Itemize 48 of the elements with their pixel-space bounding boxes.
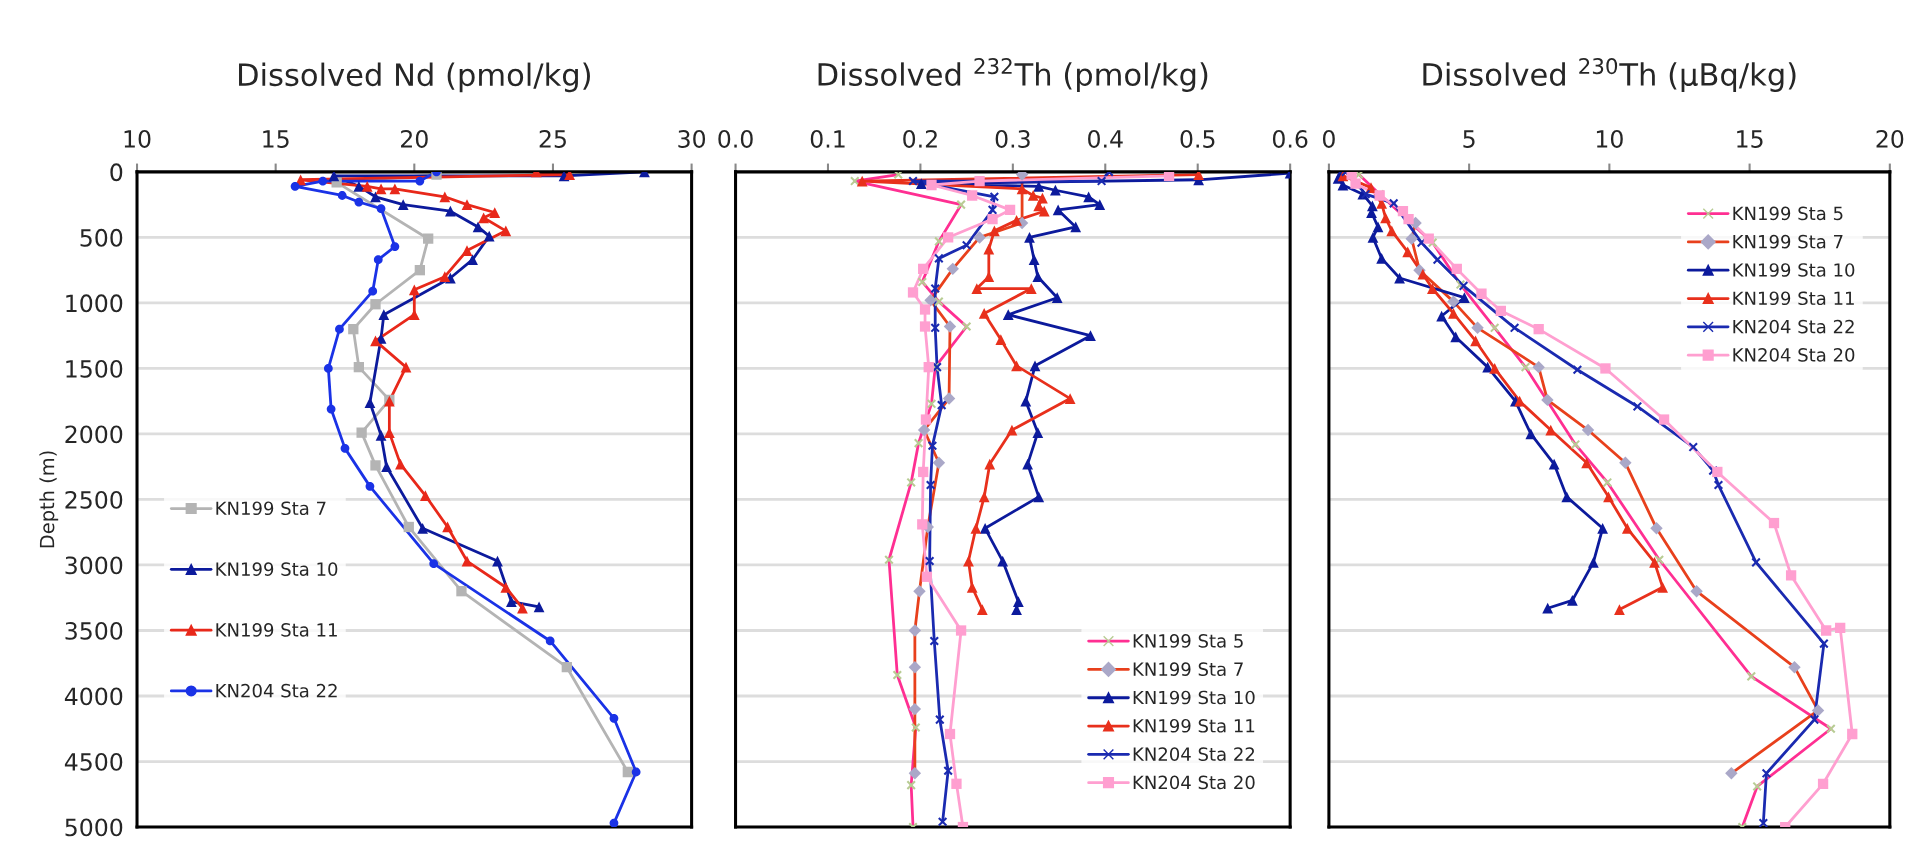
legend-label: KN199 Sta 7 xyxy=(1133,662,1243,676)
legend-label: KN204 Sta 22 xyxy=(1133,747,1255,761)
x-tick-label: 15 xyxy=(263,130,289,148)
legend-label: KN199 Sta 5 xyxy=(1133,634,1243,648)
legend-label: KN199 Sta 5 xyxy=(1733,206,1843,221)
x-tick-label: 0 xyxy=(1322,130,1335,148)
y-tick-label: 4500 xyxy=(64,752,123,771)
chart-title: Dissolved $^{232}$Th (pmol/kg) xyxy=(818,57,1208,92)
x-tick-label: 0.3 xyxy=(995,130,1030,148)
y-tick-label: 3000 xyxy=(65,556,123,575)
x-tick-label: 0.1 xyxy=(810,130,845,148)
y-tick-label: 2500 xyxy=(65,490,123,509)
legend-label: KN199 Sta 7 xyxy=(216,501,326,516)
y-tick-label: 2000 xyxy=(65,425,123,444)
legend-label: KN204 Sta 20 xyxy=(1733,348,1855,362)
legend-label: KN199 Sta 11 xyxy=(216,623,337,637)
legend-label: KN199 Sta 10 xyxy=(1733,263,1855,277)
legend-label: KN199 Sta 7 xyxy=(1733,234,1843,249)
y-axis-title: Depth (m) xyxy=(39,451,59,548)
legend-label: KN204 Sta 20 xyxy=(1133,775,1255,790)
x-tick-label: 30 xyxy=(678,130,706,148)
y-tick-label: 5000 xyxy=(65,818,123,837)
y-tick-label: 500 xyxy=(80,228,123,247)
chart-title: Dissolved $^{230}$Th (μBq/kg) xyxy=(1423,57,1796,92)
y-tick-label: 1000 xyxy=(66,294,123,313)
x-tick-label: 0.6 xyxy=(1272,130,1308,148)
legend-label: KN199 Sta 11 xyxy=(1733,291,1854,306)
legend-label: KN204 Sta 22 xyxy=(1733,319,1854,334)
x-tick-label: 10 xyxy=(1596,130,1623,148)
x-tick-label: 0.2 xyxy=(903,130,937,148)
y-tick-label: 1500 xyxy=(66,359,123,378)
chart-title: Dissolved Nd (pmol/kg) xyxy=(239,62,590,93)
legend-label: KN199 Sta 10 xyxy=(216,562,338,576)
x-tick-label: 0.5 xyxy=(1180,130,1215,148)
y-tick-label: 0 xyxy=(110,163,123,182)
legend-label: KN204 Sta 22 xyxy=(216,683,337,698)
y-tick-label: 4000 xyxy=(64,687,123,706)
x-tick-label: 15 xyxy=(1737,130,1763,148)
x-tick-label: 20 xyxy=(401,130,428,148)
y-tick-label: 3500 xyxy=(65,621,123,640)
x-tick-label: 25 xyxy=(539,130,566,148)
x-tick-label: 0.0 xyxy=(718,130,753,148)
x-tick-label: 0.4 xyxy=(1088,130,1123,148)
x-tick-label: 20 xyxy=(1876,130,1904,148)
legend-label: KN199 Sta 11 xyxy=(1133,718,1255,733)
x-tick-label: 10 xyxy=(124,130,151,148)
x-tick-label: 5 xyxy=(1463,130,1475,148)
legend-label: KN199 Sta 10 xyxy=(1133,690,1255,705)
